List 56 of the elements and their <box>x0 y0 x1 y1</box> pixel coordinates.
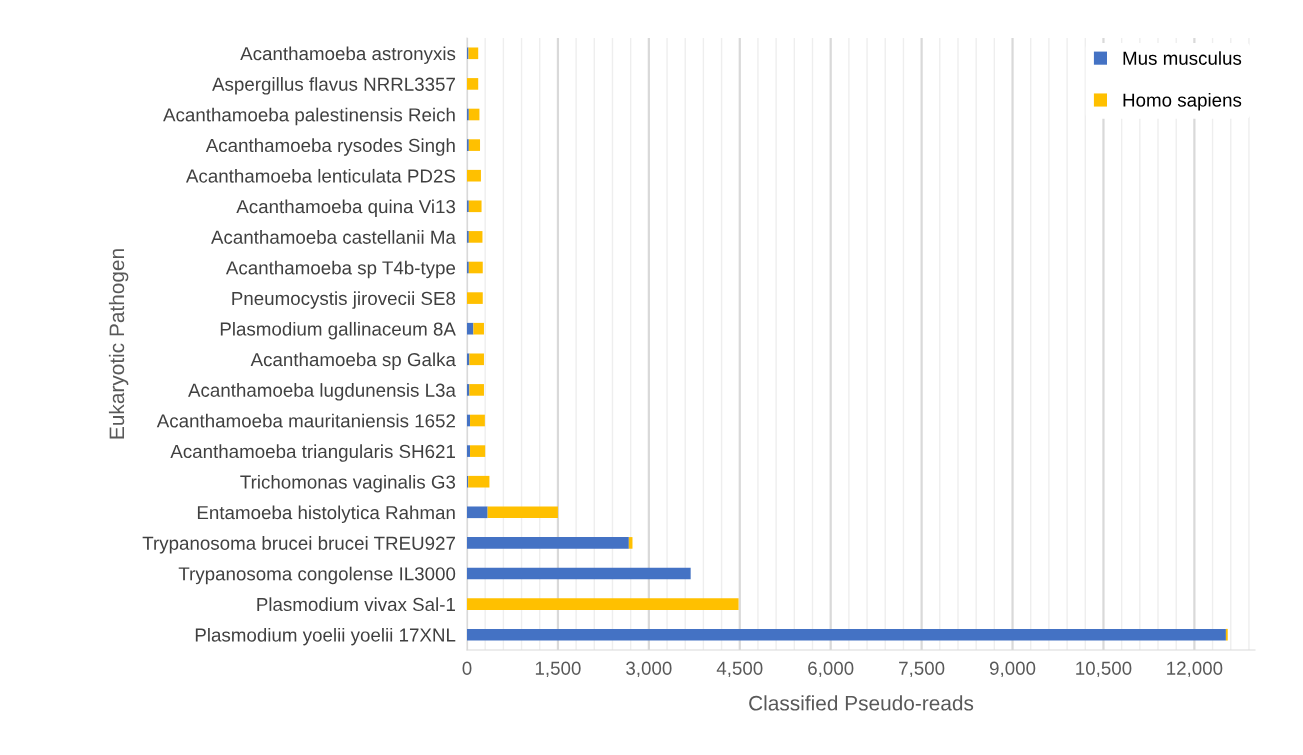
bar <box>469 384 484 396</box>
y-tick-label: Acanthamoeba triangularis SH621 <box>170 444 455 462</box>
x-tick-label: 12,000 <box>1167 661 1223 678</box>
x-axis-title: Classified Pseudo-reads <box>749 695 974 711</box>
bar <box>467 567 691 580</box>
legend-label: Mus musculus <box>1123 51 1242 65</box>
y-tick-label: Acanthamoeba castellanii Ma <box>211 230 456 244</box>
y-axis-title: Eukaryotic Pathogen <box>108 249 129 439</box>
y-tick-label: Acanthamoeba quina Vi13 <box>236 199 456 217</box>
bar <box>467 414 471 427</box>
bar <box>473 322 484 335</box>
x-tick-label: 7,500 <box>899 661 945 678</box>
bar <box>468 261 483 274</box>
bar <box>467 628 1226 641</box>
bar <box>469 353 484 366</box>
bar <box>467 322 474 335</box>
bar <box>467 169 481 182</box>
y-tick-label: Pneumocystis jirovecii SE8 <box>232 291 456 309</box>
y-tick-label: Acanthamoeba lenticulata PD2S <box>185 168 456 183</box>
y-tick-label: Acanthamoeba palestinensis Reich <box>163 107 455 126</box>
bar <box>468 200 482 213</box>
y-tick-label: Acanthamoeba mauritaniensis 1652 <box>156 413 455 428</box>
bar <box>470 414 485 427</box>
y-tick-label: Acanthamoeba lugdunensis L3a <box>188 383 456 401</box>
bar <box>467 506 488 519</box>
x-tick-label: 1,500 <box>535 661 581 678</box>
y-tick-label: Aspergillus flavus NRRL3357 <box>212 77 455 95</box>
x-tick-label: 3,000 <box>626 661 672 678</box>
x-tick-label: 6,000 <box>808 661 854 678</box>
bar <box>467 445 471 457</box>
y-tick-label: Acanthamoeba sp Galka <box>250 352 456 370</box>
x-tick-label: 0 <box>462 661 472 675</box>
bar <box>467 78 479 90</box>
bar <box>467 537 629 549</box>
bar <box>467 292 483 304</box>
y-tick-label: Acanthamoeba sp T4b-type <box>225 260 456 279</box>
x-tick-label: 9,000 <box>989 661 1036 678</box>
y-tick-label: Trichomonas vaginalis G3 <box>240 474 456 493</box>
y-tick-label: Plasmodium yoelii yoelii 17XNL <box>195 627 456 646</box>
y-tick-label: Plasmodium vivax Sal-1 <box>257 597 455 612</box>
x-tick-label: 4,500 <box>716 661 763 678</box>
y-tick-label: Plasmodium gallinaceum 8A <box>220 321 456 340</box>
bar <box>470 445 486 457</box>
bar <box>468 47 479 60</box>
bar <box>467 598 739 610</box>
y-tick-label: Acanthamoeba astronyxis <box>240 46 456 64</box>
y-tick-label: Trypanosoma brucei brucei TREU927 <box>142 536 455 554</box>
bar <box>487 506 558 519</box>
bar <box>468 475 490 488</box>
y-tick-label: Entamoeba histolytica Rahman <box>197 505 455 523</box>
y-tick-label: Acanthamoeba rysodes Singh <box>205 138 455 156</box>
x-tick-label: 10,500 <box>1076 661 1132 678</box>
legend-label: Homo sapiens <box>1123 92 1242 111</box>
y-tick-label: Trypanosoma congolense IL3000 <box>178 566 456 585</box>
bar <box>468 139 481 151</box>
bar <box>468 231 483 243</box>
